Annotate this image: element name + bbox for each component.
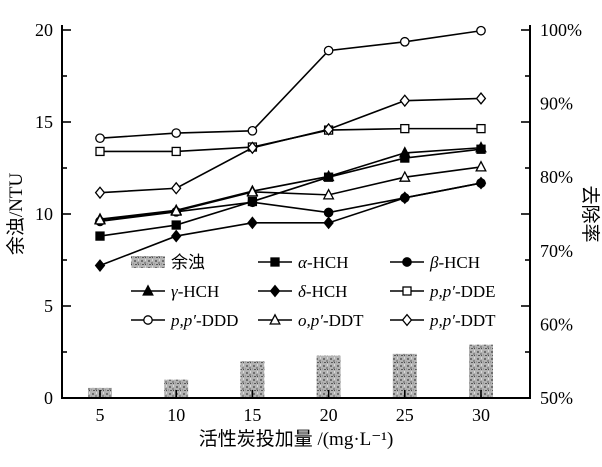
point-p,p′-DDT-20 bbox=[323, 122, 334, 136]
legend-label: α-HCH bbox=[298, 253, 349, 272]
point-α-HCH-5 bbox=[95, 231, 105, 241]
legend-item-p,p′-DDT: p,p′-DDT bbox=[390, 311, 496, 330]
right-tick-label: 50% bbox=[540, 388, 573, 408]
legend-label: p,p′-DDD bbox=[170, 311, 238, 330]
legend-label: γ-HCH bbox=[171, 282, 219, 301]
right-tick-label: 100% bbox=[540, 20, 582, 40]
legend-marker-filled-triangle bbox=[142, 284, 154, 296]
legend-label: δ-HCH bbox=[298, 282, 347, 301]
point-p,p′-DDE-25 bbox=[400, 123, 410, 134]
legend-label: β-HCH bbox=[429, 253, 480, 272]
legend-item-o,p′-DDT: o,p′-DDT bbox=[258, 311, 364, 330]
left-tick-label: 5 bbox=[44, 296, 53, 316]
point-p,p′-DDT-30 bbox=[475, 92, 487, 105]
legend-swatch-bar bbox=[131, 256, 165, 268]
point-δ-HCH-5 bbox=[94, 259, 106, 272]
point-p,p′-DDT-15 bbox=[247, 141, 258, 155]
right-tick-label: 80% bbox=[540, 167, 573, 187]
line-δ-HCH bbox=[99, 182, 482, 267]
point-δ-HCH-15 bbox=[247, 216, 258, 230]
point-o,p′-DDT-5 bbox=[94, 213, 106, 225]
legend-label: 余浊 bbox=[171, 253, 205, 272]
legend-label: p,p′-DDE bbox=[429, 282, 496, 301]
legend-marker-filled-circle bbox=[402, 257, 412, 267]
point-α-HCH-10 bbox=[171, 220, 181, 230]
axes-and-ticks bbox=[61, 25, 531, 399]
point-δ-HCH-30 bbox=[475, 176, 487, 190]
x-tick-label: 5 bbox=[96, 405, 105, 425]
legend-marker-open-circle bbox=[143, 315, 153, 325]
line-p,p′-DDT bbox=[99, 97, 482, 194]
legend-label: o,p′-DDT bbox=[298, 311, 364, 330]
point-p,p′-DDT-5 bbox=[94, 186, 106, 200]
tick-labels: 0 5 10 15 20 50% 60% 70% 80% 90% 100% 5 10 15 20 25 30 bbox=[35, 20, 582, 425]
x-tick-label: 25 bbox=[396, 405, 414, 425]
x-tick-label: 20 bbox=[320, 405, 338, 425]
right-tick-label: 70% bbox=[540, 241, 573, 261]
point-p,p′-DDD-25 bbox=[399, 36, 410, 47]
point-β-HCH-20 bbox=[323, 207, 334, 218]
legend-item-α-HCH: α-HCH bbox=[258, 253, 349, 272]
point-p,p′-DDD-15 bbox=[247, 125, 258, 136]
x-tick-label: 10 bbox=[167, 405, 185, 425]
removal-rate-lines bbox=[94, 25, 487, 272]
left-tick-label: 20 bbox=[35, 20, 53, 40]
legend-item-p,p′-DDE: p,p′-DDE bbox=[390, 282, 496, 301]
legend-item-β-HCH: β-HCH bbox=[390, 253, 480, 272]
line-o,p′-DDT bbox=[99, 166, 482, 221]
bar-30 bbox=[469, 344, 493, 398]
point-p,p′-DDT-10 bbox=[170, 181, 182, 195]
point-p,p′-DDE-30 bbox=[476, 123, 486, 134]
legend-marker-filled-square bbox=[270, 257, 280, 267]
line-α-HCH bbox=[99, 148, 482, 237]
y-axis-title-right: 去除率 bbox=[579, 185, 601, 242]
legend-marker-open-square bbox=[402, 286, 412, 296]
point-p,p′-DDD-5 bbox=[95, 133, 105, 144]
legend-marker-filled-diamond bbox=[269, 284, 281, 298]
legend-item-p,p′-DDD: p,p′-DDD bbox=[131, 311, 238, 330]
legend-label: p,p′-DDT bbox=[429, 311, 496, 330]
point-p,p′-DDD-30 bbox=[476, 25, 486, 36]
point-p,p′-DDD-20 bbox=[323, 45, 334, 56]
point-p,p′-DDD-10 bbox=[171, 128, 182, 138]
point-β-HCH-15 bbox=[247, 197, 258, 208]
point-o,p′-DDT-15 bbox=[246, 185, 259, 197]
right-tick-label: 90% bbox=[540, 94, 573, 114]
point-o,p′-DDT-20 bbox=[322, 188, 335, 200]
legend: 余浊 α-HCH β-HCH γ-HCH δ-HCH p,p′-DDE p,p′-DDD o,… bbox=[131, 253, 496, 330]
point-o,p′-DDT-10 bbox=[170, 204, 183, 216]
point-δ-HCH-25 bbox=[399, 191, 411, 205]
legend-marker-open-diamond bbox=[401, 313, 413, 327]
legend-item-余浊: 余浊 bbox=[131, 253, 205, 272]
point-p,p′-DDT-25 bbox=[399, 94, 411, 108]
line-p,p′-DDD bbox=[99, 29, 482, 139]
left-tick-label: 0 bbox=[44, 388, 53, 408]
y-axis-title-left: 余浊/NTU bbox=[5, 173, 27, 256]
x-axis-title: 活性炭投加量 /(mg·L⁻¹) bbox=[199, 428, 394, 450]
legend-item-γ-HCH: γ-HCH bbox=[131, 282, 219, 301]
left-tick-label: 15 bbox=[35, 112, 53, 132]
bar-10 bbox=[164, 379, 189, 398]
point-p,p′-DDE-5 bbox=[95, 146, 105, 157]
point-o,p′-DDT-30 bbox=[475, 160, 487, 172]
point-δ-HCH-10 bbox=[170, 229, 182, 243]
point-γ-HCH-20 bbox=[322, 169, 335, 182]
point-p,p′-DDE-10 bbox=[171, 146, 181, 157]
point-δ-HCH-20 bbox=[323, 216, 334, 230]
point-o,p′-DDT-25 bbox=[398, 170, 411, 182]
left-tick-label: 10 bbox=[35, 204, 53, 224]
x-tick-label: 15 bbox=[243, 405, 261, 425]
legend-item-δ-HCH: δ-HCH bbox=[258, 282, 347, 301]
right-tick-label: 60% bbox=[540, 314, 573, 334]
point-γ-HCH-30 bbox=[475, 141, 487, 153]
x-tick-label: 30 bbox=[472, 405, 490, 425]
legend-marker-open-triangle bbox=[269, 313, 281, 325]
point-γ-HCH-25 bbox=[398, 146, 411, 158]
